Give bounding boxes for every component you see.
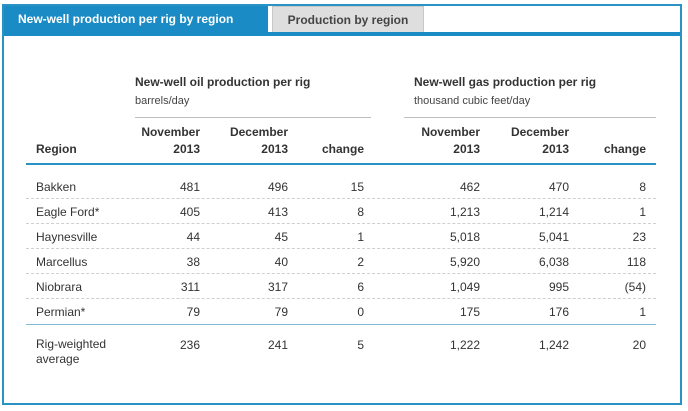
cell-gas-dec: 176 xyxy=(548,305,569,319)
cell-gas-nov: 5,018 xyxy=(449,230,480,244)
col-oil-dec-line1: December xyxy=(229,125,288,139)
cell-gas-nov: 1,213 xyxy=(449,205,480,219)
average-label-line1: Rig-weighted xyxy=(36,337,107,351)
cell-region: Eagle Ford* xyxy=(36,205,100,219)
footer-divider xyxy=(26,324,656,325)
cell-region: Bakken xyxy=(36,180,77,194)
cell-gas-change: 1 xyxy=(639,205,646,219)
col-gas-change: change xyxy=(603,142,646,156)
cell-region-average: Rig-weighted average xyxy=(36,337,106,367)
cell-oil-nov: 38 xyxy=(186,255,200,269)
tab-bar: New-well production per rig by region Pr… xyxy=(4,6,680,36)
cell-oil-dec: 413 xyxy=(267,205,288,219)
col-gas-dec: December 2013 xyxy=(493,124,569,158)
cell-oil-change: 6 xyxy=(357,280,364,294)
col-oil-change: change xyxy=(321,142,364,156)
cell-region: Permian* xyxy=(36,305,86,319)
oil-group-unit: barrels/day xyxy=(135,95,190,107)
row-divider xyxy=(26,298,656,299)
cell-gas-dec: 995 xyxy=(548,280,569,294)
cell-oil-dec: 496 xyxy=(267,180,288,194)
cell-gas-change: 1 xyxy=(639,305,646,319)
tab-new-well-production[interactable]: New-well production per rig by region xyxy=(4,6,268,32)
cell-gas-dec: 1,214 xyxy=(538,205,569,219)
cell-gas-nov: 1,049 xyxy=(449,280,480,294)
cell-gas-change: 23 xyxy=(632,230,646,244)
cell-oil-change: 1 xyxy=(357,230,364,244)
col-oil-nov-line2: 2013 xyxy=(173,142,200,156)
cell-gas-change: 8 xyxy=(639,180,646,194)
cell-oil-change: 0 xyxy=(357,305,364,319)
header-divider xyxy=(26,163,656,165)
cell-oil-nov: 481 xyxy=(179,180,200,194)
oil-group-divider xyxy=(135,117,371,118)
cell-gas-change: 118 xyxy=(626,255,646,269)
cell-oil-change: 8 xyxy=(357,205,364,219)
col-oil-dec: December 2013 xyxy=(212,124,288,158)
cell-oil-dec: 241 xyxy=(267,338,288,352)
row-divider xyxy=(26,248,656,249)
col-gas-dec-line2: 2013 xyxy=(542,142,569,156)
row-divider xyxy=(26,198,656,199)
average-label-line2: average xyxy=(36,352,80,366)
col-gas-nov: November 2013 xyxy=(404,124,480,158)
row-divider xyxy=(26,273,656,274)
cell-oil-dec: 317 xyxy=(267,280,288,294)
col-oil-nov-line1: November xyxy=(141,125,200,139)
cell-gas-nov: 5,920 xyxy=(449,255,480,269)
cell-gas-nov: 175 xyxy=(459,305,480,319)
col-gas-nov-line2: 2013 xyxy=(453,142,480,156)
cell-oil-change: 2 xyxy=(357,255,364,269)
col-oil-dec-line2: 2013 xyxy=(261,142,288,156)
cell-oil-dec: 79 xyxy=(274,305,288,319)
gas-group-divider xyxy=(404,117,656,118)
cell-oil-nov: 405 xyxy=(179,205,200,219)
cell-region: Marcellus xyxy=(36,255,88,269)
cell-gas-nov: 1,222 xyxy=(449,338,480,352)
tab-production-by-region[interactable]: Production by region xyxy=(272,6,424,32)
oil-group-title: New-well oil production per rig xyxy=(135,75,311,89)
cell-gas-dec: 5,041 xyxy=(538,230,569,244)
cell-oil-dec: 45 xyxy=(274,230,288,244)
cell-oil-nov: 311 xyxy=(180,280,200,294)
cell-oil-change: 15 xyxy=(350,180,364,194)
cell-oil-change: 5 xyxy=(357,338,364,352)
col-gas-nov-line1: November xyxy=(421,125,480,139)
gas-group-unit: thousand cubic feet/day xyxy=(414,95,531,107)
cell-oil-dec: 40 xyxy=(274,255,288,269)
table-widget: New-well production per rig by region Pr… xyxy=(2,4,682,405)
cell-oil-nov: 236 xyxy=(179,338,200,352)
gas-group-title: New-well gas production per rig xyxy=(414,75,597,89)
cell-gas-change: 20 xyxy=(632,338,646,352)
row-divider xyxy=(26,223,656,224)
cell-oil-nov: 44 xyxy=(186,230,200,244)
col-oil-nov: November 2013 xyxy=(124,124,200,158)
col-gas-dec-line1: December xyxy=(510,125,569,139)
cell-region: Haynesville xyxy=(36,230,98,244)
cell-region: Niobrara xyxy=(36,280,83,294)
cell-gas-dec: 6,038 xyxy=(538,255,569,269)
cell-gas-nov: 462 xyxy=(459,180,480,194)
cell-oil-nov: 79 xyxy=(186,305,200,319)
cell-gas-change: (54) xyxy=(624,280,646,294)
col-region: Region xyxy=(36,142,77,156)
cell-gas-dec: 470 xyxy=(548,180,569,194)
cell-gas-dec: 1,242 xyxy=(538,338,569,352)
